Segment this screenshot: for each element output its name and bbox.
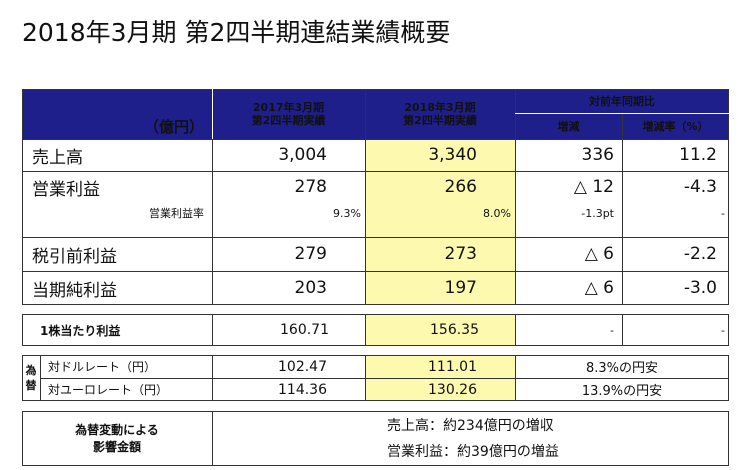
fx-table: 為 替 対ドルレート（円） 102.47 111.01 8.3%の円安 対ユーロ…	[22, 355, 729, 401]
cell-op-change: △ 12	[573, 177, 614, 197]
impact-label: 為替変動による 影響金額	[22, 411, 212, 466]
cell-eur-prev: 114.36	[278, 381, 327, 398]
eps-table: 1株当たり利益 160.71 156.35 - -	[22, 314, 729, 346]
row-label-sales: 売上高	[32, 147, 83, 168]
unit-label: （億円）	[143, 117, 204, 136]
cell-pretax-change: △ 6	[584, 244, 614, 264]
cell-eur-note: 13.9%の円安	[581, 384, 663, 399]
row-label-net: 当期純利益	[32, 280, 117, 301]
col-header-change: 増減	[557, 119, 580, 133]
cell-eps-change: -	[610, 323, 614, 337]
col-header-prev-line1: 2017年3月期	[252, 101, 325, 114]
row-label-usd: 対ドルレート（円）	[48, 360, 157, 374]
impact-line-op: 営業利益：約39億円の増益	[387, 444, 559, 460]
cell-eps-curr: 156.35	[430, 322, 479, 338]
cell-net-rate: -3.0	[683, 278, 717, 298]
cell-op-prev: 278	[294, 177, 327, 197]
col-header-curr-line2: 第2四半期実績	[403, 114, 477, 127]
col-header-prev-line2: 第2四半期実績	[251, 114, 326, 127]
cell-op-curr: 266	[444, 177, 477, 197]
page-title: 2018年3月期 第2四半期連結業績概要	[22, 18, 451, 47]
row-label-eur: 対ユーロレート（円）	[48, 383, 169, 397]
row-label-op-margin: 営業利益率	[149, 207, 204, 220]
cell-net-prev: 203	[294, 278, 327, 298]
cell-sales-change: 336	[581, 145, 614, 165]
cell-eur-curr: 130.26	[428, 381, 477, 398]
impact-label-1: 為替変動による	[75, 422, 159, 437]
row-label-op: 営業利益	[32, 179, 100, 200]
cell-sales-curr: 3,340	[428, 145, 477, 165]
cell-op-margin-rate: -	[721, 206, 725, 220]
fx-side-label-1: 為	[25, 364, 37, 377]
col-header-yoy: 対前年同期比	[589, 94, 655, 108]
cell-eps-rate: -	[721, 323, 725, 337]
cell-op-margin-change: -1.3pt	[581, 206, 614, 220]
cell-op-margin-prev: 9.3%	[333, 206, 361, 220]
col-header-rate: 増減率（%）	[642, 119, 709, 133]
cell-op-margin-curr: 8.0%	[483, 206, 511, 220]
results-table: （億円） 2017年3月期 第2四半期実績 2018年3月期 第2四半期実績 対…	[22, 89, 729, 305]
cell-pretax-prev: 279	[294, 244, 327, 264]
cell-net-change: △ 6	[584, 278, 614, 298]
cell-eps-prev: 160.71	[280, 322, 329, 338]
cell-sales-prev: 3,004	[278, 145, 327, 165]
fx-side-label-2: 替	[25, 379, 37, 392]
impact-line-sales: 売上高：約234億円の増収	[387, 418, 554, 434]
fx-impact-table: 為替変動による 影響金額 売上高：約234億円の増収 営業利益：約39億円の増益	[22, 411, 729, 466]
cell-usd-curr: 111.01	[428, 358, 477, 375]
cell-sales-rate: 11.2	[679, 145, 717, 165]
col-header-prev: 2017年3月期 第2四半期実績	[212, 89, 365, 139]
row-label-pretax: 税引前利益	[32, 246, 117, 267]
fx-side-label: 為 替	[22, 355, 40, 401]
cell-pretax-rate: -2.2	[683, 244, 717, 264]
cell-usd-note: 8.3%の円安	[585, 361, 659, 376]
col-header-curr-line1: 2018年3月期	[404, 101, 476, 114]
cell-pretax-curr: 273	[444, 244, 477, 264]
cell-op-rate: -4.3	[683, 177, 717, 197]
cell-usd-prev: 102.47	[278, 358, 327, 375]
cell-net-curr: 197	[444, 278, 477, 298]
col-header-curr: 2018年3月期 第2四半期実績	[365, 89, 515, 139]
impact-label-2: 影響金額	[92, 439, 141, 454]
row-label-eps: 1株当たり利益	[40, 323, 121, 338]
